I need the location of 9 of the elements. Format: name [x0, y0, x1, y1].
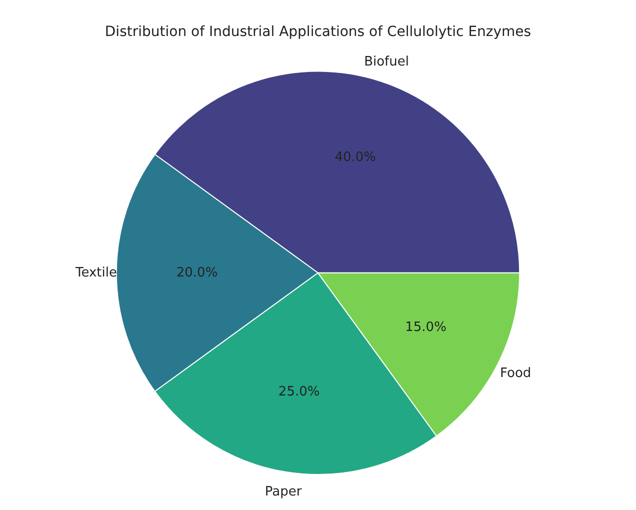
- data-label: 25.0%: [278, 384, 320, 400]
- slice-label: Textile: [74, 265, 117, 280]
- data-label: 20.0%: [176, 265, 218, 280]
- data-label: 15.0%: [405, 320, 446, 336]
- slice-label: Food: [500, 366, 532, 381]
- slice-label: Paper: [264, 484, 302, 500]
- slice-label: Biofuel: [364, 54, 409, 70]
- data-label: 40.0%: [334, 150, 376, 166]
- chart-title: Distribution of Industrial Applications of Cellulolytic Enzymes: [104, 24, 532, 40]
